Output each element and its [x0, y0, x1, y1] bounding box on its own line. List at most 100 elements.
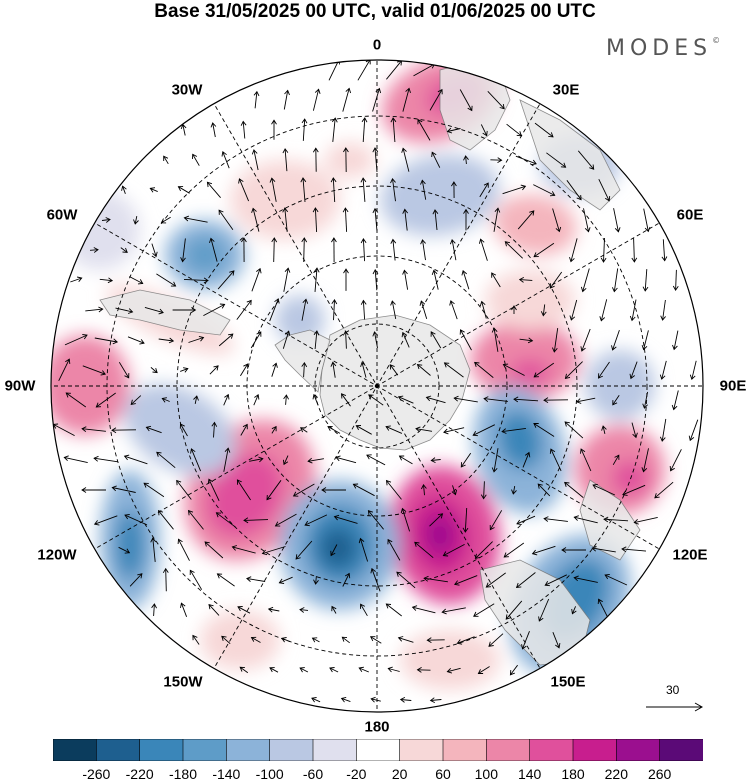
wind-vector: [342, 87, 352, 112]
lon-label-90w: 90W: [4, 377, 36, 395]
wind-vector: [569, 238, 578, 263]
wind-vector: [688, 419, 699, 442]
anomaly-blob: [426, 517, 454, 553]
wind-vector: [611, 329, 620, 351]
land-outline: [319, 314, 471, 451]
anomaly-blob: [320, 528, 356, 568]
wind-vector: [516, 515, 536, 526]
wind-vector: [283, 89, 290, 110]
wind-vector: [221, 150, 230, 169]
wind-vector: [133, 216, 139, 225]
wind-vector: [271, 119, 277, 140]
wind-vector: [251, 267, 262, 292]
wind-vector: [591, 545, 616, 553]
wind-vector: [118, 361, 130, 379]
wind-vector: [400, 507, 411, 532]
colorbar-swatch: [139, 739, 184, 761]
wind-vector: [249, 456, 264, 463]
wind-vector: [321, 487, 346, 493]
wind-vector: [491, 272, 501, 288]
wind-vector: [192, 153, 200, 166]
wind-vector: [278, 576, 293, 584]
wind-vector: [311, 637, 320, 643]
wind-vector: [368, 394, 384, 406]
wind-vector: [236, 479, 251, 501]
wind-vector: [236, 299, 252, 320]
colorbar-tick-label: 220: [604, 766, 629, 782]
wind-vector: [343, 147, 349, 173]
wind-vector: [64, 334, 88, 346]
wind-vector: [115, 307, 134, 314]
wind-vector: [571, 606, 577, 615]
wind-vector: [451, 485, 458, 496]
wind-vector: [240, 423, 248, 436]
wind-vector: [390, 117, 397, 143]
wind-vector: [672, 269, 679, 291]
wind-vector: [505, 600, 523, 620]
wind-vector: [282, 207, 289, 232]
wind-vector: [190, 448, 202, 472]
wind-vector: [301, 361, 308, 378]
wind-vector: [672, 330, 679, 351]
wind-vector: [218, 209, 234, 231]
wind-vector: [360, 177, 367, 202]
anomaly-blob: [380, 154, 500, 236]
wind-vector: [358, 537, 369, 562]
wind-vector: [203, 303, 226, 316]
wind-vector: [401, 147, 410, 172]
wind-vector: [312, 88, 321, 111]
anomaly-blob: [400, 630, 500, 690]
wind-vector: [58, 358, 71, 381]
colorbar-swatch: [53, 739, 98, 761]
wind-vector: [402, 87, 411, 112]
wind-vector: [372, 87, 382, 112]
wind-vector: [330, 544, 338, 557]
wind-vector: [161, 397, 170, 403]
wind-vector: [163, 155, 169, 165]
modes-logo: MODES©: [606, 36, 720, 61]
wind-vector: [327, 425, 341, 434]
wind-vector: [549, 448, 562, 472]
wind-vector: [313, 267, 320, 292]
colorbar-tick-label: 140: [517, 766, 542, 782]
wind-vector: [149, 187, 158, 193]
wind-vector: [340, 696, 351, 703]
wind-vector: [501, 427, 526, 434]
wind-vector: [603, 516, 629, 523]
land-outline: [519, 99, 621, 211]
anomaly-blob: [60, 190, 140, 270]
wind-vector: [158, 337, 175, 344]
wind-vector: [580, 448, 592, 472]
wind-vector: [211, 421, 218, 438]
wind-vector: [642, 391, 649, 409]
wind-vector: [357, 60, 371, 81]
wind-vector: [462, 507, 469, 533]
wind-vector: [372, 331, 379, 349]
wind-vector: [518, 277, 533, 283]
wind-vector: [561, 547, 586, 553]
wind-vector: [390, 177, 396, 202]
wind-vector: [420, 239, 426, 261]
wind-vector: [177, 186, 190, 194]
wind-vector: [415, 426, 433, 433]
wind-vector: [575, 397, 596, 404]
wind-vector: [209, 237, 218, 262]
wind-vector: [231, 545, 256, 554]
wind-vector: [101, 217, 111, 223]
wind-vector: [215, 512, 236, 528]
wind-vector: [240, 363, 249, 377]
wind-vector: [366, 454, 386, 466]
anomaly-blob: [585, 350, 655, 420]
wind-vector: [372, 147, 379, 173]
wind-vector: [369, 636, 382, 644]
wind-vector: [577, 150, 595, 170]
wind-vector: [519, 337, 534, 344]
wind-vector: [491, 327, 499, 352]
wind-vector: [218, 333, 234, 347]
wind-vector: [269, 177, 277, 202]
wind-vector: [183, 277, 209, 284]
wind-vector: [569, 299, 578, 321]
wind-vector: [511, 486, 517, 495]
wind-vector: [271, 237, 278, 263]
wind-vector: [544, 574, 567, 587]
